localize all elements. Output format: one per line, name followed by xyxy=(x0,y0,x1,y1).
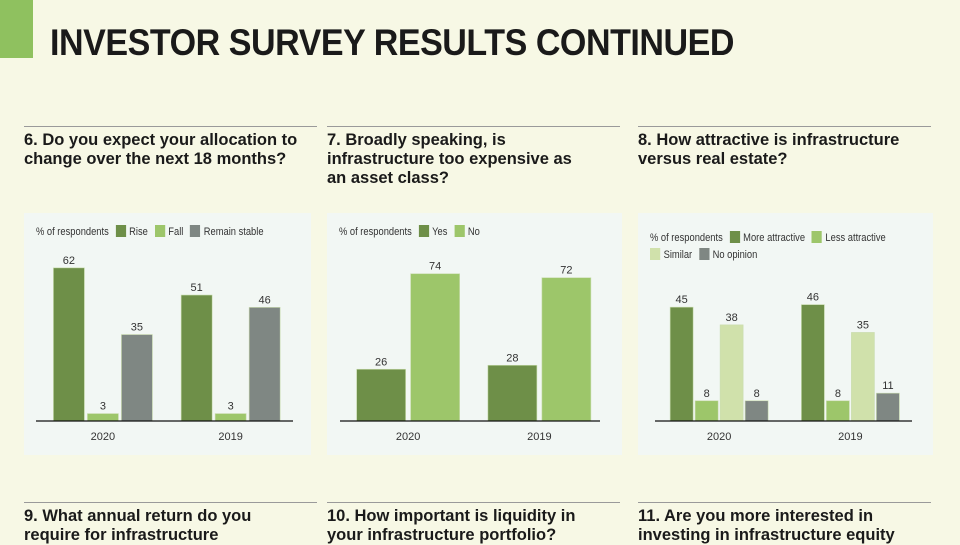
legend-item: No opinion xyxy=(698,248,758,261)
bar xyxy=(214,413,247,422)
data-label: 11 xyxy=(882,380,893,392)
data-label: 45 xyxy=(676,294,688,306)
data-label: 3 xyxy=(100,401,106,413)
data-label: 74 xyxy=(429,261,441,273)
bar xyxy=(694,400,719,422)
legend-swatch xyxy=(811,231,823,243)
legend-label: Yes xyxy=(432,226,448,238)
accent-block xyxy=(0,0,33,58)
legend-item: No xyxy=(454,225,480,238)
chart-panel-6: % of respondents Rise Fall Remain stable 62 3… xyxy=(24,213,311,455)
bar xyxy=(248,307,281,422)
legend-item: Rise xyxy=(115,225,148,238)
legend-label: Similar xyxy=(663,249,693,261)
legend: % of respondents Rise Fall Remain stable xyxy=(36,225,317,238)
bar xyxy=(87,413,119,422)
x-tick-label: 2020 xyxy=(707,431,731,443)
question-text: 8. How attractive is infrastructure vers… xyxy=(638,131,900,168)
question-10: 10. How important is liquidity in your i… xyxy=(327,502,620,545)
legend-swatch xyxy=(454,225,465,237)
data-label: 46 xyxy=(259,294,271,306)
legend-label: More attractive xyxy=(743,232,806,244)
bar-chart: 26 74 2020 28 72 2019 xyxy=(340,261,600,443)
data-label: 72 xyxy=(560,265,572,277)
bar-chart: 62 3 35 2020 51 3 46 2019 xyxy=(36,255,293,443)
legend-label: No xyxy=(467,226,480,238)
bar xyxy=(180,294,213,422)
legend-label: Fall xyxy=(168,226,184,238)
legend-title: % of respondents xyxy=(36,225,109,238)
page-title: INVESTOR SURVEY RESULTS CONTINUED xyxy=(50,22,735,63)
x-tick-label: 2019 xyxy=(527,431,551,443)
data-label: 8 xyxy=(704,388,710,400)
legend-label: Remain stable xyxy=(203,226,264,238)
legend-item: Similar xyxy=(650,248,692,261)
data-label: 62 xyxy=(63,255,75,267)
bar xyxy=(876,392,900,422)
x-tick-label: 2020 xyxy=(91,431,115,443)
data-label: 46 xyxy=(807,292,819,304)
legend-swatch xyxy=(190,225,201,237)
bar xyxy=(541,277,592,422)
bar-chart: 45 8 38 8 2020 46 8 35 11 2019 xyxy=(655,292,912,443)
legend-label: Rise xyxy=(129,226,148,238)
x-tick-label: 2019 xyxy=(218,431,242,443)
data-label: 38 xyxy=(726,312,738,324)
chart-panel-8: % of respondents More attractive Less attr… xyxy=(638,213,933,455)
bar xyxy=(669,306,694,422)
legend-item: Remain stable xyxy=(190,225,264,238)
legend-swatch xyxy=(729,231,740,243)
legend-title: % of respondents xyxy=(650,231,723,244)
bar xyxy=(53,267,85,422)
bar xyxy=(801,304,825,422)
question-6: 6. Do you expect your allocation to chan… xyxy=(24,126,317,169)
data-label: 3 xyxy=(228,401,234,413)
legend-label: Less attractive xyxy=(825,232,886,244)
data-label: 8 xyxy=(835,388,841,400)
bar xyxy=(826,400,850,422)
bar xyxy=(356,368,406,422)
legend-swatch xyxy=(418,225,429,237)
data-label: 28 xyxy=(506,352,518,364)
legend-swatch xyxy=(650,248,661,260)
legend-swatch xyxy=(115,225,126,237)
bar xyxy=(121,334,153,422)
question-7: 7. Broadly speaking, is infrastructure t… xyxy=(327,126,620,188)
bar xyxy=(744,400,769,422)
legend-title: % of respondents xyxy=(339,225,412,238)
legend: % of respondents Yes No xyxy=(339,225,620,238)
x-tick-label: 2020 xyxy=(396,431,420,443)
legend-item: More attractive xyxy=(729,231,806,244)
bar xyxy=(851,332,875,422)
question-11: 11. Are you more interested in investing… xyxy=(638,502,931,545)
question-text: 11. Are you more interested in investing… xyxy=(638,507,895,544)
data-label: 8 xyxy=(754,388,760,400)
legend-item: Yes xyxy=(418,225,448,238)
bar xyxy=(719,324,744,422)
question-text: 7. Broadly speaking, is infrastructure t… xyxy=(327,131,572,187)
x-tick-label: 2019 xyxy=(838,431,862,443)
legend-swatch xyxy=(698,248,710,260)
bar xyxy=(487,364,538,422)
data-label: 35 xyxy=(131,322,143,334)
legend: % of respondents More attractive Less attr… xyxy=(650,231,914,261)
data-label: 26 xyxy=(375,356,387,368)
legend-label: No opinion xyxy=(712,249,758,261)
bar xyxy=(410,273,460,422)
legend-swatch xyxy=(154,225,165,237)
data-label: 35 xyxy=(857,319,869,331)
legend-item: Fall xyxy=(154,225,184,238)
question-text: 10. How important is liquidity in your i… xyxy=(327,507,576,544)
question-9: 9. What annual return do you require for… xyxy=(24,502,317,545)
question-text: 9. What annual return do you require for… xyxy=(24,507,252,544)
chart-panel-7: % of respondents Yes No 26 74 2020 28 72 2019 xyxy=(327,213,622,455)
legend-item: Less attractive xyxy=(811,231,886,244)
question-8: 8. How attractive is infrastructure vers… xyxy=(638,126,931,169)
data-label: 51 xyxy=(191,282,203,294)
question-text: 6. Do you expect your allocation to chan… xyxy=(24,131,298,168)
